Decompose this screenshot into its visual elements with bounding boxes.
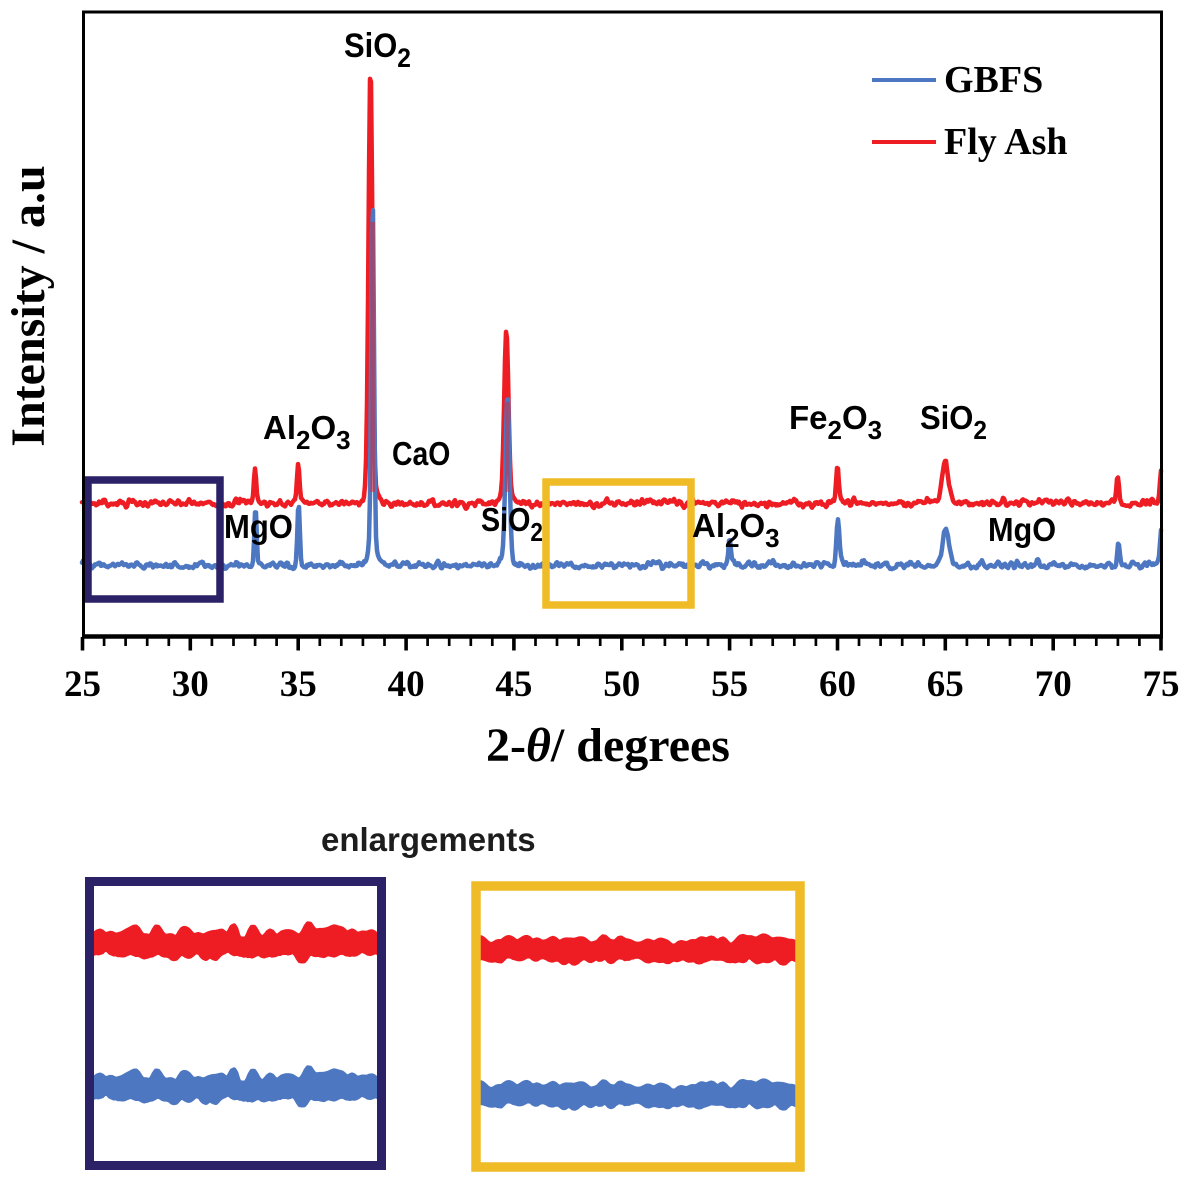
svg-text:Al2O3: Al2O3 xyxy=(263,409,351,455)
svg-text:55: 55 xyxy=(711,664,748,705)
svg-text:60: 60 xyxy=(819,664,856,705)
svg-text:2-θ/ degrees: 2-θ/ degrees xyxy=(486,719,730,772)
svg-text:Fly Ash: Fly Ash xyxy=(944,121,1068,163)
svg-text:MgO: MgO xyxy=(224,508,293,545)
svg-text:SiO2: SiO2 xyxy=(920,399,987,445)
svg-text:MgO: MgO xyxy=(988,511,1056,548)
svg-text:enlargements: enlargements xyxy=(321,821,536,858)
svg-text:45: 45 xyxy=(495,664,532,705)
svg-text:75: 75 xyxy=(1143,664,1180,705)
svg-text:GBFS: GBFS xyxy=(944,59,1043,101)
svg-text:Fe2O3: Fe2O3 xyxy=(789,399,882,445)
svg-text:SiO2: SiO2 xyxy=(481,501,543,547)
svg-text:65: 65 xyxy=(927,664,964,705)
svg-text:50: 50 xyxy=(603,664,640,705)
svg-text:CaO: CaO xyxy=(392,435,450,473)
svg-text:70: 70 xyxy=(1035,664,1072,705)
svg-text:35: 35 xyxy=(280,664,317,705)
svg-text:30: 30 xyxy=(172,664,209,705)
svg-text:Intensity / a.u: Intensity / a.u xyxy=(2,165,55,446)
svg-text:SiO2: SiO2 xyxy=(344,27,411,74)
svg-text:Al2O3: Al2O3 xyxy=(692,507,780,553)
svg-text:40: 40 xyxy=(388,664,425,705)
svg-text:25: 25 xyxy=(64,664,101,705)
